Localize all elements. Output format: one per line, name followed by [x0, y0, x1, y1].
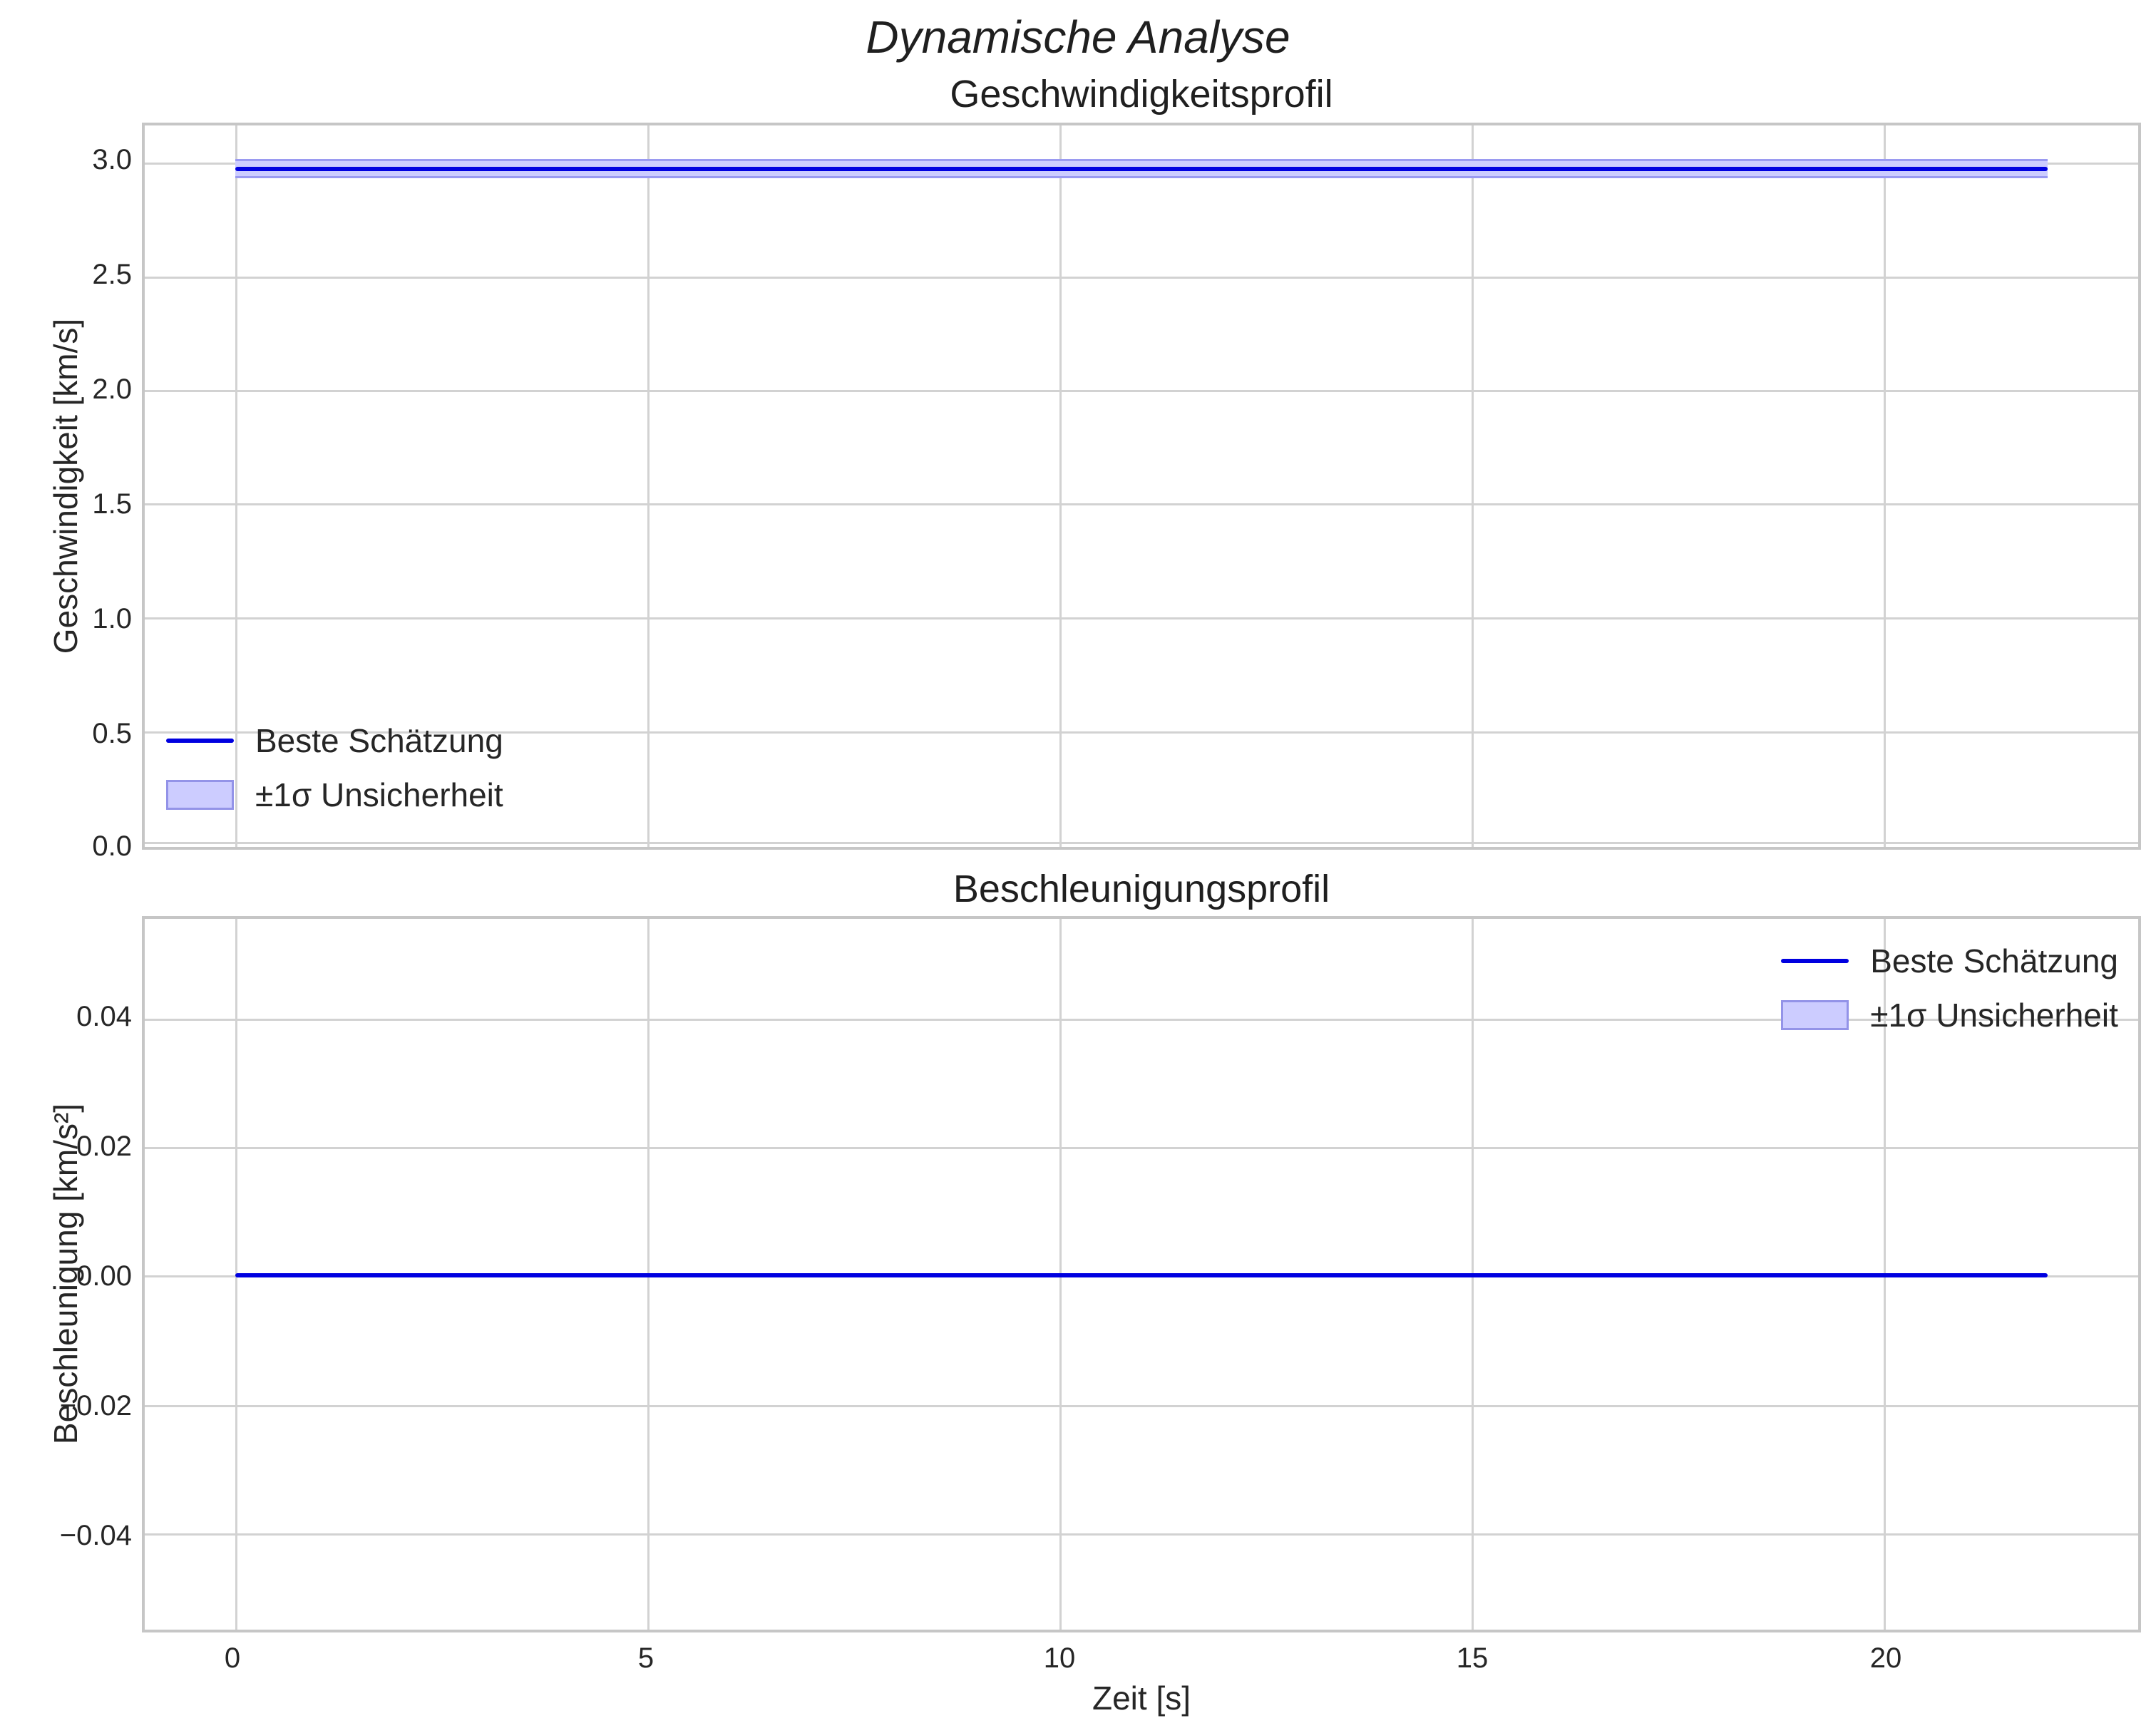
legend-label: Beste Schätzung — [255, 722, 503, 759]
gridline — [145, 276, 2138, 279]
ytick-velocity: 0.0 — [92, 830, 132, 862]
gridline — [145, 841, 2138, 844]
ytick-velocity: 3.0 — [92, 144, 132, 175]
velocity-plot-area: Beste Schätzung ±1σ Unsicherheit — [142, 123, 2141, 850]
acceleration-plot-area: Beste Schätzung ±1σ Unsicherheit — [142, 916, 2141, 1632]
gridline — [145, 1404, 2138, 1407]
legend-entry-line: Beste Schätzung — [166, 720, 503, 761]
velocity-legend: Beste Schätzung ±1σ Unsicherheit — [166, 720, 503, 816]
gridline — [145, 1533, 2138, 1536]
gridline — [145, 731, 2138, 734]
gridline — [145, 1018, 2138, 1021]
ytick-velocity: 0.5 — [92, 718, 132, 749]
gridline — [145, 390, 2138, 393]
ytick-acceleration: 0.02 — [76, 1131, 132, 1162]
ytick-velocity: 2.0 — [92, 374, 132, 405]
ytick-acceleration: 0.04 — [76, 1001, 132, 1032]
xtick-time: 20 — [1869, 1642, 1902, 1674]
acceleration-y-axis-label: Beschleunigung [km/s²] — [47, 1103, 84, 1445]
acceleration-best-estimate-line — [235, 1273, 2048, 1278]
legend-label: Beste Schätzung — [1870, 942, 2118, 979]
gridline — [145, 503, 2138, 506]
gridline — [235, 125, 237, 847]
band-swatch-icon — [166, 780, 234, 810]
legend-label: ±1σ Unsicherheit — [1870, 997, 2118, 1034]
gridline — [145, 1147, 2138, 1150]
xtick-time: 0 — [224, 1642, 241, 1674]
legend-entry-line: Beste Schätzung — [1781, 940, 2118, 982]
legend-entry-band: ±1σ Unsicherheit — [1781, 994, 2118, 1036]
velocity-best-estimate-line — [235, 166, 2048, 171]
xtick-time: 15 — [1456, 1642, 1489, 1674]
ytick-acceleration: −0.02 — [59, 1390, 132, 1421]
velocity-y-axis-label: Geschwindigkeit [km/s] — [47, 318, 84, 654]
line-swatch-icon — [1781, 959, 1849, 963]
acceleration-legend: Beste Schätzung ±1σ Unsicherheit — [1781, 940, 2118, 1036]
ytick-velocity: 1.5 — [92, 488, 132, 520]
xtick-time: 5 — [637, 1642, 654, 1674]
ytick-velocity: 2.5 — [92, 259, 132, 290]
legend-label: ±1σ Unsicherheit — [255, 776, 503, 813]
legend-entry-band: ±1σ Unsicherheit — [166, 774, 503, 816]
gridline — [1059, 125, 1062, 847]
gridline — [647, 125, 650, 847]
velocity-plot-title: Geschwindigkeitsprofil — [950, 73, 1333, 115]
gridline — [1883, 125, 1886, 847]
acceleration-plot-title: Beschleunigungsprofil — [953, 868, 1330, 910]
ytick-acceleration: 0.00 — [76, 1260, 132, 1292]
gridline — [145, 617, 2138, 620]
figure-title: Dynamische Analyse — [866, 11, 1290, 63]
ytick-velocity: 1.0 — [92, 603, 132, 634]
ytick-acceleration: −0.04 — [59, 1520, 132, 1551]
line-swatch-icon — [166, 739, 234, 743]
xtick-time: 10 — [1043, 1642, 1076, 1674]
band-swatch-icon — [1781, 1000, 1849, 1030]
gridline — [1471, 125, 1474, 847]
x-axis-label: Zeit [s] — [1092, 1680, 1191, 1717]
